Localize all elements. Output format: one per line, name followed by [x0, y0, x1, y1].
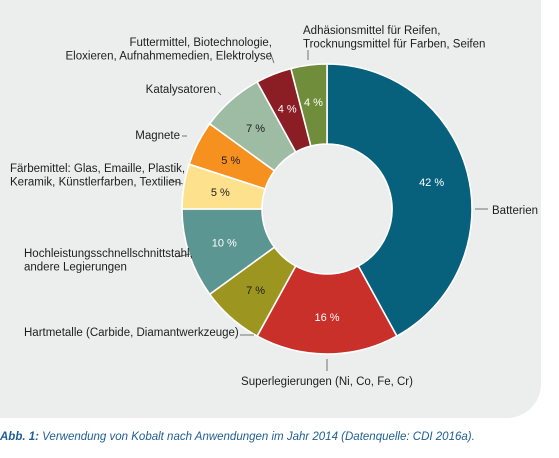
leader-line-8 — [269, 51, 275, 64]
slice-value-7: 7 % — [246, 123, 265, 135]
slice-label-6: Magnete — [135, 130, 180, 142]
slice-label-4: Hochleistungsschnellschnittstahl, andere … — [24, 248, 193, 274]
slice-value-5: 5 % — [211, 187, 230, 199]
slice-1 — [326, 63, 473, 338]
leader-lines — [169, 50, 488, 371]
slice-value-1: 42 % — [419, 177, 444, 189]
slice-label-7: Katalysatoren — [146, 84, 216, 96]
leader-line-7 — [217, 91, 222, 96]
slice-label-9: Adhäsionsmittel für Reifen, Trocknungsmit… — [303, 25, 485, 51]
caption-prefix: Abb. 1: — [0, 431, 39, 443]
slice-value-9: 4 % — [304, 97, 323, 109]
caption-text: Verwendung von Kobalt nach Anwendungen i… — [38, 431, 475, 443]
donut-slices — [181, 63, 473, 355]
slice-labels: Batterien Superlegierungen (Ni, Co, Fe, C… — [10, 25, 538, 388]
slice-9 — [289, 63, 328, 148]
leader-line-4 — [175, 253, 191, 258]
figure-caption: Abb. 1: Verwendung von Kobalt nach Anwen… — [0, 431, 559, 443]
slice-value-3: 7 % — [246, 285, 265, 297]
slice-label-8: Futtermittel, Biotechnologie, Eloxieren, … — [66, 37, 272, 63]
slice-label-2: Superlegierungen (Ni, Co, Fe, Cr) — [241, 376, 413, 388]
slice-value-8: 4 % — [278, 104, 297, 116]
slice-label-5: Färbemittel: Glas, Emaille, Plastik, Kera… — [10, 163, 185, 189]
slice-values: 42 % 16 % 7 % 10 % 5 % 5 % 7 % 4 % 4 % — [211, 97, 445, 324]
slice-2 — [256, 264, 398, 355]
leader-line-5 — [169, 179, 184, 185]
slice-value-2: 16 % — [314, 312, 339, 324]
slice-value-6: 5 % — [221, 155, 240, 167]
slice-label-3: Hartmetalle (Carbide, Diamantwerkzeuge) — [24, 327, 239, 339]
slice-label-1: Batterien — [492, 205, 538, 217]
slice-value-4: 10 % — [212, 237, 237, 249]
